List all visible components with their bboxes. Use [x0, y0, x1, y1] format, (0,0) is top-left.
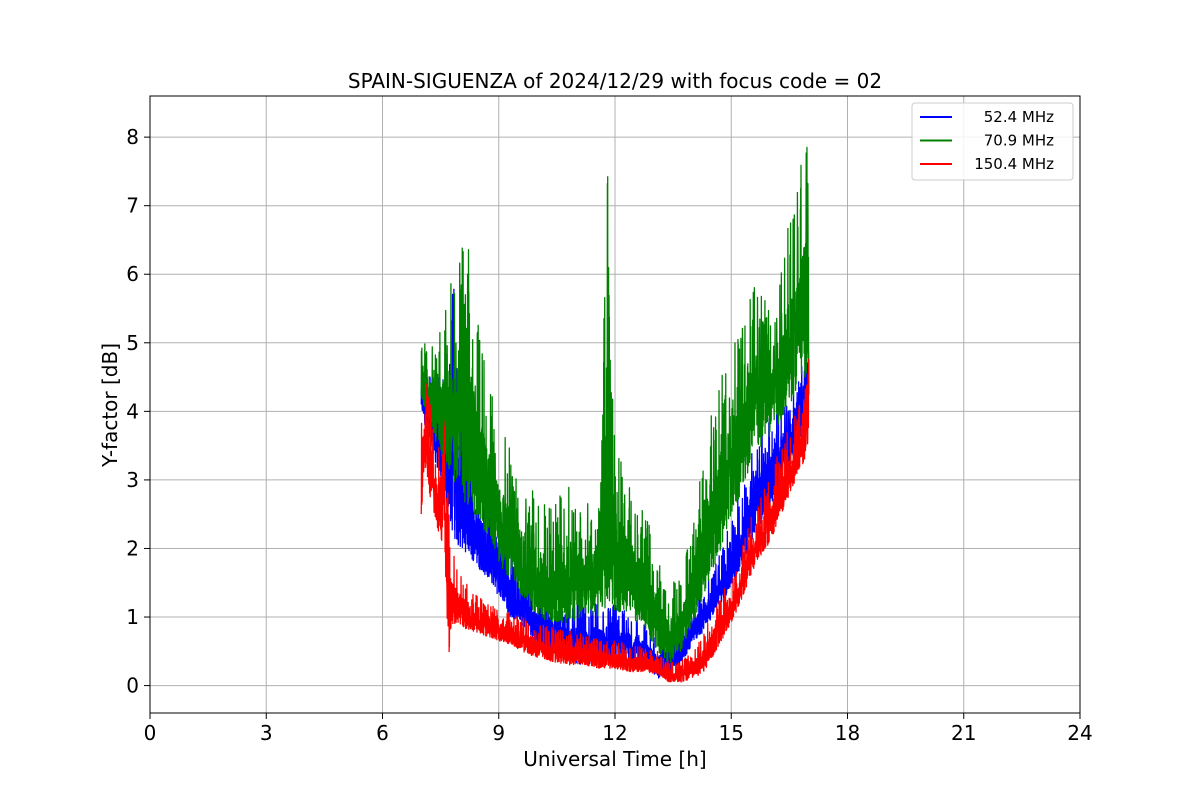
legend-label: 150.4 MHz	[974, 155, 1054, 173]
y-tick-label: 0	[126, 674, 139, 698]
x-tick-label: 24	[1067, 721, 1092, 745]
x-tick-label: 21	[951, 721, 976, 745]
x-tick-label: 6	[376, 721, 389, 745]
x-tick-label: 9	[492, 721, 505, 745]
legend-box	[911, 102, 1074, 181]
x-tick-label: 3	[260, 721, 273, 745]
y-axis-label: Y-factor [dB]	[98, 343, 122, 468]
y-tick-label: 2	[126, 536, 139, 560]
y-tick-label: 6	[126, 262, 139, 286]
x-tick-label: 15	[719, 721, 744, 745]
series-line	[420, 358, 810, 683]
y-tick-label: 8	[126, 125, 139, 149]
series-layer	[420, 146, 810, 683]
y-tick-label: 1	[126, 605, 139, 629]
plot-frame	[149, 95, 1081, 714]
x-tick-label: 18	[835, 721, 860, 745]
legend-label: 70.9 MHz	[984, 132, 1054, 150]
legend-label: 52.4 MHz	[984, 108, 1054, 126]
x-axis-label: Universal Time [h]	[523, 747, 706, 771]
x-tick-label: 0	[144, 721, 157, 745]
y-tick-label: 4	[126, 399, 139, 423]
legend: 52.4 MHz 70.9 MHz 150.4 MHz	[911, 102, 1074, 181]
y-tick-label: 5	[126, 331, 139, 355]
y-tick-label: 7	[126, 194, 139, 218]
series-line	[420, 146, 810, 663]
y-tick-label: 3	[126, 468, 139, 492]
x-tick-label: 12	[602, 721, 627, 745]
series-line	[420, 288, 810, 679]
chart-title: SPAIN-SIGUENZA of 2024/12/29 with focus …	[348, 69, 882, 93]
